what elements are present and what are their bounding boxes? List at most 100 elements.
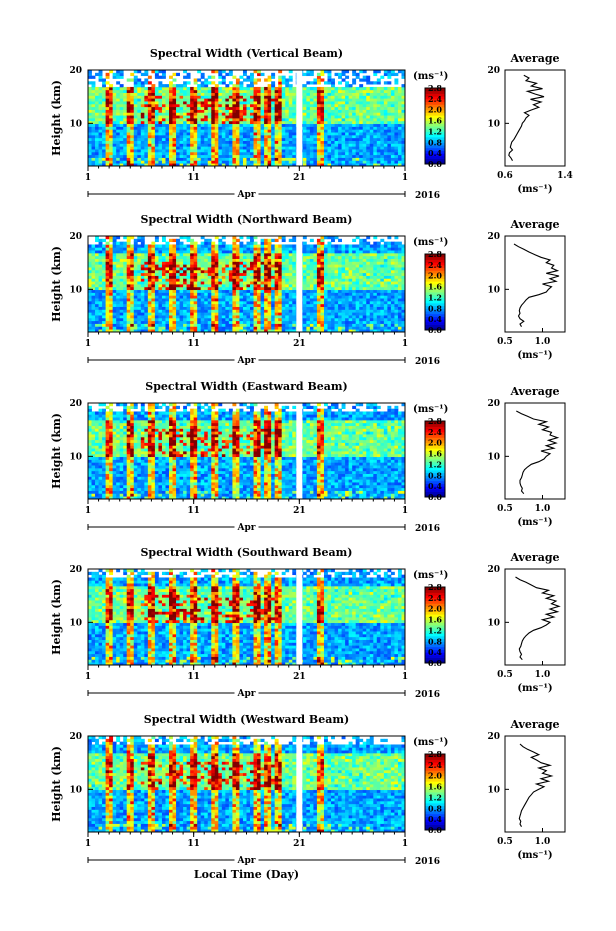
heatmap-cell [225,134,230,139]
heatmap-cell [197,143,202,147]
heatmap-cell [278,154,283,158]
heatmap-cell [186,134,191,139]
heatmap-cell [331,86,335,91]
heatmap-cell [253,140,258,144]
heatmap-cell [172,286,177,291]
heatmap-cell [271,146,276,150]
heatmap-cell [397,160,402,164]
heatmap-cell [200,109,205,113]
heatmap-cell [190,267,195,271]
heatmap-cell [225,261,230,265]
heatmap-cell [264,103,269,108]
heatmap-cell [264,92,269,96]
heatmap-cell [91,320,96,324]
heatmap-cell [278,143,283,147]
heatmap-cell [154,300,159,305]
heatmap-cell [345,95,350,99]
heatmap-cell [239,247,244,251]
heatmap-cell [91,92,96,96]
heatmap-cell [373,70,378,74]
heatmap-cell [278,101,283,105]
heatmap-cell [165,151,170,156]
heatmap-cell [274,272,279,276]
heatmap-cell [228,146,233,150]
heatmap-cell [133,281,138,285]
heatmap-cell [309,92,314,96]
heatmap-cell [214,295,219,299]
heatmap-cell [352,118,357,122]
heatmap-cell [278,118,283,122]
heatmap-cell [271,86,276,91]
heatmap-cell [144,157,149,161]
heatmap-cell [239,120,244,125]
heatmap-cell [119,143,124,147]
heatmap-cell [105,151,110,156]
heatmap-cell [165,126,170,130]
heatmap-cell [204,95,209,99]
heatmap-cell [204,284,209,288]
heatmap-cell [161,295,166,299]
heatmap-cell [137,272,142,276]
heatmap-cell [309,86,314,91]
heatmap-cell [323,160,328,164]
heatmap-cell [267,101,272,105]
heatmap-cell [401,75,406,79]
heatmap-cell [228,289,233,293]
heatmap-cell [232,315,237,319]
heatmap-cell [232,154,237,158]
heatmap-cell [154,247,159,251]
heatmap-cell [250,309,254,313]
heatmap-cell [380,126,385,130]
heatmap-cell [147,92,152,96]
heatmap-cell [109,146,114,150]
heatmap-cell [211,109,216,113]
heatmap-cell [380,92,385,96]
heatmap-cell [285,149,290,153]
heatmap-cell [218,98,223,102]
heatmap-cell [306,323,311,327]
heatmap-cell [253,320,258,324]
heatmap-cell [130,112,135,116]
heatmap-cell [260,163,265,167]
heatmap-cell [179,120,184,125]
heatmap-cell [253,244,258,248]
heatmap-cell [169,284,173,288]
heatmap-cell [264,163,269,167]
heatmap-cell [130,132,135,136]
heatmap-cell [207,98,212,102]
heatmap-cell [119,154,124,158]
x-tick-label: 1 [402,173,408,183]
heatmap-cell [204,78,209,82]
heatmap-cell [242,272,247,276]
heatmap-cell [211,115,216,119]
heatmap-cell [355,115,360,119]
heatmap-cell [176,252,180,257]
heatmap-cell [200,281,205,285]
heatmap-cell [169,92,173,96]
heatmap-cell [176,320,180,324]
heatmap-cell [309,132,314,136]
heatmap-cell [186,300,191,305]
heatmap-cell [102,103,107,108]
heatmap-cell [383,143,388,147]
heatmap-cell [172,72,177,77]
heatmap-cell [140,255,145,259]
heatmap-cell [151,101,156,105]
heatmap-cell [221,129,226,133]
heatmap-cell [373,95,378,99]
heatmap-cell [228,132,233,136]
heatmap-cell [232,129,237,133]
heatmap-cell [91,95,96,99]
heatmap-cell [288,252,293,257]
heatmap-cell [172,261,177,265]
heatmap-cell [306,303,311,307]
heatmap-cell [302,289,307,293]
heatmap-cell [144,103,149,108]
heatmap-cell [200,295,205,299]
heatmap-cell [281,244,286,248]
heatmap-cell [228,261,233,265]
heatmap-cell [165,84,170,88]
heatmap-cell [341,151,346,156]
heatmap-cell [225,103,230,108]
heatmap-cell [274,154,279,158]
